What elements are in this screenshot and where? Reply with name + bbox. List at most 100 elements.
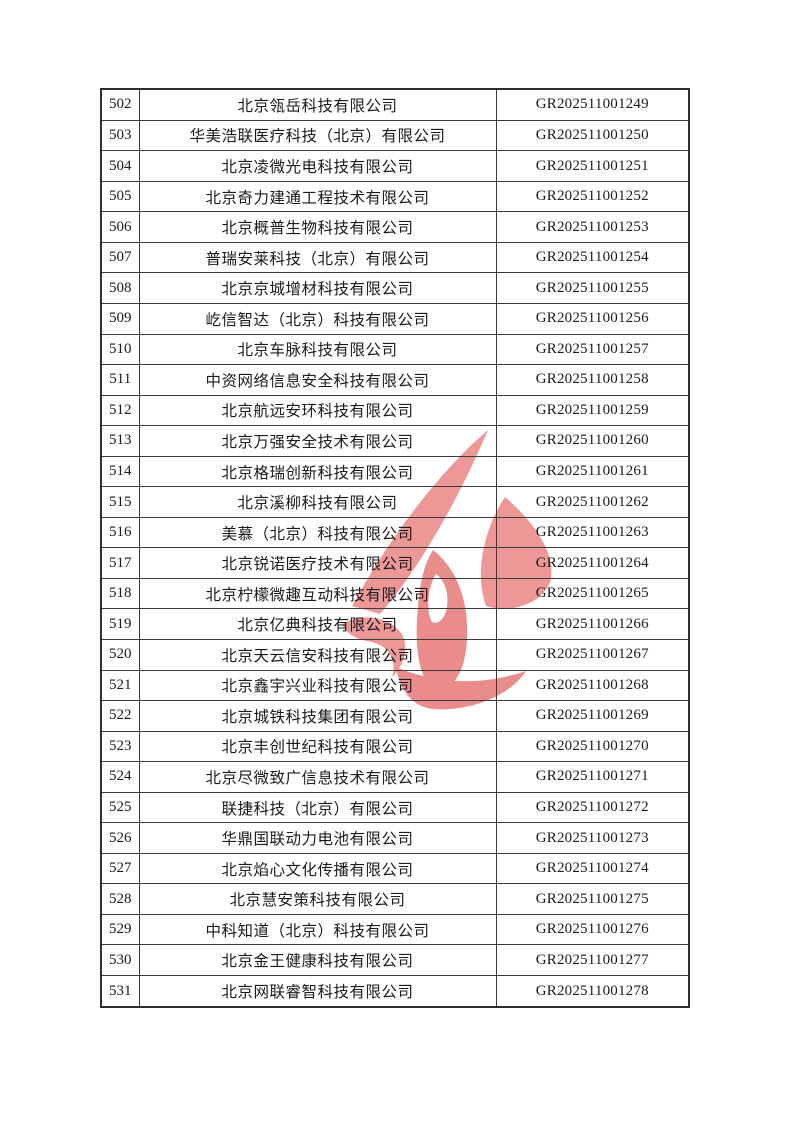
table-row: 509 屹信智达（北京）科技有限公司 GR202511001256 [100, 303, 690, 335]
table-row: 502 北京瓴岳科技有限公司 GR202511001249 [100, 88, 690, 121]
company-name: 北京锐诺医疗技术有限公司 [138, 547, 497, 579]
row-number: 526 [100, 822, 140, 854]
certificate-code: GR202511001271 [495, 761, 690, 793]
table-row: 527 北京焰心文化传播有限公司 GR202511001274 [100, 852, 690, 885]
table-row: 523 北京丰创世纪科技有限公司 GR202511001270 [100, 730, 690, 763]
company-name: 北京尽微致广信息技术有限公司 [138, 761, 497, 793]
row-number: 530 [100, 944, 140, 977]
certificate-code: GR202511001253 [495, 211, 690, 243]
row-number: 512 [100, 394, 140, 427]
table-row: 521 北京鑫宇兴业科技有限公司 GR202511001268 [100, 669, 690, 702]
table-row: 528 北京慧安策科技有限公司 GR202511001275 [100, 883, 690, 915]
certificate-code: GR202511001255 [495, 272, 690, 304]
row-number: 521 [100, 669, 140, 702]
row-number: 511 [100, 364, 140, 396]
certificate-code: GR202511001276 [495, 913, 690, 946]
table-row: 507 普瑞安莱科技（北京）有限公司 GR202511001254 [100, 241, 690, 274]
certificate-code: GR202511001259 [495, 394, 690, 427]
row-number: 518 [100, 577, 140, 610]
certificate-code: GR202511001277 [495, 944, 690, 977]
company-name: 北京网联睿智科技有限公司 [138, 975, 497, 1008]
row-number: 507 [100, 241, 140, 274]
certificate-code: GR202511001278 [495, 975, 690, 1008]
table-row: 510 北京车脉科技有限公司 GR202511001257 [100, 333, 690, 366]
company-name: 联捷科技（北京）有限公司 [138, 791, 497, 824]
table-row: 519 北京亿典科技有限公司 GR202511001266 [100, 608, 690, 641]
table-row: 513 北京万强安全技术有限公司 GR202511001260 [100, 425, 690, 457]
row-number: 502 [100, 88, 140, 121]
certificate-code: GR202511001273 [495, 822, 690, 854]
company-name: 北京万强安全技术有限公司 [138, 425, 497, 457]
certificate-code: GR202511001269 [495, 700, 690, 732]
company-name: 北京京城增材科技有限公司 [138, 272, 497, 304]
row-number: 515 [100, 486, 140, 518]
certificate-code: GR202511001260 [495, 425, 690, 457]
certificate-code: GR202511001250 [495, 119, 690, 152]
company-name: 屹信智达（北京）科技有限公司 [138, 303, 497, 335]
row-number: 508 [100, 272, 140, 304]
certificate-code: GR202511001261 [495, 455, 690, 488]
company-name: 北京车脉科技有限公司 [138, 333, 497, 366]
row-number: 531 [100, 975, 140, 1008]
certificate-code: GR202511001257 [495, 333, 690, 366]
certificate-code: GR202511001249 [495, 88, 690, 121]
company-name: 北京丰创世纪科技有限公司 [138, 730, 497, 763]
company-name: 普瑞安莱科技（北京）有限公司 [138, 241, 497, 274]
company-name: 北京慧安策科技有限公司 [138, 883, 497, 915]
row-number: 510 [100, 333, 140, 366]
table-row: 505 北京奇力建通工程技术有限公司 GR202511001252 [100, 180, 690, 213]
certificate-code: GR202511001263 [495, 516, 690, 549]
company-name: 华美浩联医疗科技（北京）有限公司 [138, 119, 497, 152]
certificate-code: GR202511001266 [495, 608, 690, 641]
certificate-code: GR202511001265 [495, 577, 690, 610]
certificate-code: GR202511001256 [495, 303, 690, 335]
certificate-code: GR202511001270 [495, 730, 690, 763]
company-name: 北京航远安环科技有限公司 [138, 394, 497, 427]
row-number: 529 [100, 913, 140, 946]
company-name: 北京鑫宇兴业科技有限公司 [138, 669, 497, 702]
table-row: 508 北京京城增材科技有限公司 GR202511001255 [100, 272, 690, 304]
company-name: 北京天云信安科技有限公司 [138, 639, 497, 671]
certificate-code: GR202511001251 [495, 150, 690, 182]
row-number: 514 [100, 455, 140, 488]
row-number: 513 [100, 425, 140, 457]
row-number: 522 [100, 700, 140, 732]
table-row: 531 北京网联睿智科技有限公司 GR202511001278 [100, 975, 690, 1008]
company-name: 美慕（北京）科技有限公司 [138, 516, 497, 549]
company-name: 北京柠檬微趣互动科技有限公司 [138, 577, 497, 610]
company-list-table: 502 北京瓴岳科技有限公司 GR202511001249 503 华美浩联医疗… [100, 88, 690, 1008]
row-number: 520 [100, 639, 140, 671]
company-name: 北京奇力建通工程技术有限公司 [138, 180, 497, 213]
row-number: 505 [100, 180, 140, 213]
table-row: 506 北京概普生物科技有限公司 GR202511001253 [100, 211, 690, 243]
certificate-code: GR202511001274 [495, 852, 690, 885]
certificate-code: GR202511001267 [495, 639, 690, 671]
table-row: 515 北京溪柳科技有限公司 GR202511001262 [100, 486, 690, 518]
table-row: 504 北京凌微光电科技有限公司 GR202511001251 [100, 150, 690, 182]
company-name: 北京溪柳科技有限公司 [138, 486, 497, 518]
row-number: 509 [100, 303, 140, 335]
row-number: 524 [100, 761, 140, 793]
row-number: 519 [100, 608, 140, 641]
row-number: 523 [100, 730, 140, 763]
certificate-code: GR202511001264 [495, 547, 690, 579]
company-name: 北京概普生物科技有限公司 [138, 211, 497, 243]
certificate-code: GR202511001272 [495, 791, 690, 824]
table-row: 516 美慕（北京）科技有限公司 GR202511001263 [100, 516, 690, 549]
row-number: 525 [100, 791, 140, 824]
table-row: 530 北京金王健康科技有限公司 GR202511001277 [100, 944, 690, 977]
certificate-code: GR202511001254 [495, 241, 690, 274]
certificate-code: GR202511001262 [495, 486, 690, 518]
table-row: 526 华鼎国联动力电池有限公司 GR202511001273 [100, 822, 690, 854]
company-name: 北京金王健康科技有限公司 [138, 944, 497, 977]
table-row: 520 北京天云信安科技有限公司 GR202511001267 [100, 639, 690, 671]
company-name: 北京凌微光电科技有限公司 [138, 150, 497, 182]
table-row: 522 北京城铁科技集团有限公司 GR202511001269 [100, 700, 690, 732]
company-name: 北京格瑞创新科技有限公司 [138, 455, 497, 488]
table-row: 514 北京格瑞创新科技有限公司 GR202511001261 [100, 455, 690, 488]
table-row: 512 北京航远安环科技有限公司 GR202511001259 [100, 394, 690, 427]
certificate-code: GR202511001268 [495, 669, 690, 702]
table-row: 511 中资网络信息安全科技有限公司 GR202511001258 [100, 364, 690, 396]
company-name: 中科知道（北京）科技有限公司 [138, 913, 497, 946]
